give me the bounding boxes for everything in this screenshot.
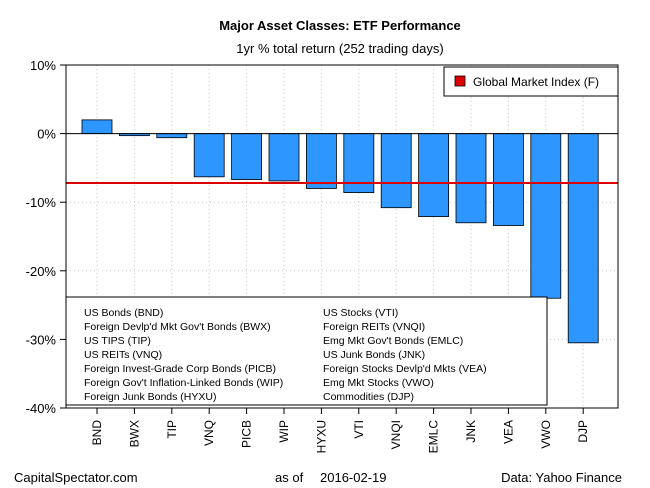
bar-hyxu bbox=[305, 133, 337, 189]
x-tick-label: EMLC bbox=[427, 420, 441, 454]
x-tick-label: PICB bbox=[240, 420, 254, 448]
y-tick-label: -10% bbox=[26, 195, 57, 210]
x-tick-label: WIP bbox=[277, 420, 291, 443]
chart-title: Major Asset Classes: ETF Performance bbox=[219, 18, 461, 33]
ticker-description: US Stocks (VTI) bbox=[323, 307, 398, 319]
legend: Global Market Index (F) bbox=[443, 66, 619, 97]
legend-swatch bbox=[454, 75, 466, 87]
x-axis: BND BWX TIP VNQ PICB WIP HYXU VTI VNQI EMLC JNK VEA… bbox=[90, 408, 590, 453]
x-tick-label: BND bbox=[90, 420, 104, 446]
ticker-description: US TIPS (TIP) bbox=[84, 335, 151, 347]
ticker-description: Emg Mkt Stocks (VWO) bbox=[323, 377, 434, 389]
x-tick-label: JNK bbox=[464, 420, 478, 443]
x-tick-label: TIP bbox=[165, 420, 179, 439]
footer-date: 2016-02-19 bbox=[320, 470, 387, 485]
y-tick-label: -20% bbox=[26, 264, 57, 279]
y-tick-label: 0% bbox=[37, 127, 56, 142]
footer-data-credit: Data: Yahoo Finance bbox=[501, 470, 622, 485]
x-tick-label: HYXU bbox=[314, 420, 328, 453]
y-tick-label: -30% bbox=[26, 332, 57, 347]
ticker-description: Commodities (DJP) bbox=[323, 391, 414, 403]
x-tick-label: VWO bbox=[539, 420, 553, 449]
ticker-descriptions: US Bonds (BND) Foreign Devlp'd Mkt Gov't … bbox=[65, 296, 548, 406]
plot-frame bbox=[65, 64, 619, 409]
x-tick-label: DJP bbox=[576, 420, 590, 443]
ticker-description: Foreign REITs (VNQI) bbox=[323, 321, 425, 333]
ticker-description: Foreign Invest-Grade Corp Bonds (PICB) bbox=[84, 363, 276, 375]
chart-subtitle: 1yr % total return (252 trading days) bbox=[236, 41, 443, 56]
ticker-description: Foreign Stocks Devlp'd Mkts (VEA) bbox=[323, 363, 487, 375]
x-tick-label: VTI bbox=[352, 420, 366, 439]
bar-vwo bbox=[530, 133, 562, 299]
bar-emlc bbox=[418, 133, 450, 218]
legend-label: Global Market Index (F) bbox=[473, 75, 599, 89]
x-tick-label: VEA bbox=[501, 420, 515, 444]
footer-source: CapitalSpectator.com bbox=[14, 470, 138, 485]
y-tick-label: 10% bbox=[30, 58, 56, 73]
x-tick-label: VNQI bbox=[389, 420, 403, 449]
bars bbox=[81, 119, 599, 344]
bar-djp bbox=[567, 133, 599, 344]
bar-bnd bbox=[81, 119, 113, 134]
bar-jnk bbox=[455, 133, 487, 224]
y-axis: 10% 0% -10% -20% -30% -40% bbox=[26, 58, 66, 416]
bar-vnqi bbox=[380, 133, 412, 209]
ticker-description: Foreign Gov't Inflation-Linked Bonds (WI… bbox=[84, 377, 283, 389]
ticker-description: US REITs (VNQ) bbox=[84, 349, 162, 361]
bar-vnq bbox=[193, 133, 225, 178]
bar-picb bbox=[231, 133, 263, 180]
bar-wip bbox=[268, 133, 300, 182]
ticker-description: US Bonds (BND) bbox=[84, 307, 163, 319]
ticker-description: Foreign Junk Bonds (HYXU) bbox=[84, 391, 216, 403]
bar-vea bbox=[492, 133, 524, 226]
ticker-description: Emg Mkt Gov't Bonds (EMLC) bbox=[323, 335, 463, 347]
ticker-description: US Junk Bonds (JNK) bbox=[323, 349, 425, 361]
ticker-description: Foreign Devlp'd Mkt Gov't Bonds (BWX) bbox=[84, 321, 271, 333]
y-tick-label: -40% bbox=[26, 401, 57, 416]
bar-tip bbox=[156, 133, 188, 139]
x-tick-label: BWX bbox=[127, 420, 141, 447]
x-tick-label: VNQ bbox=[202, 420, 216, 446]
footer-as-of-label: as of bbox=[275, 470, 304, 485]
